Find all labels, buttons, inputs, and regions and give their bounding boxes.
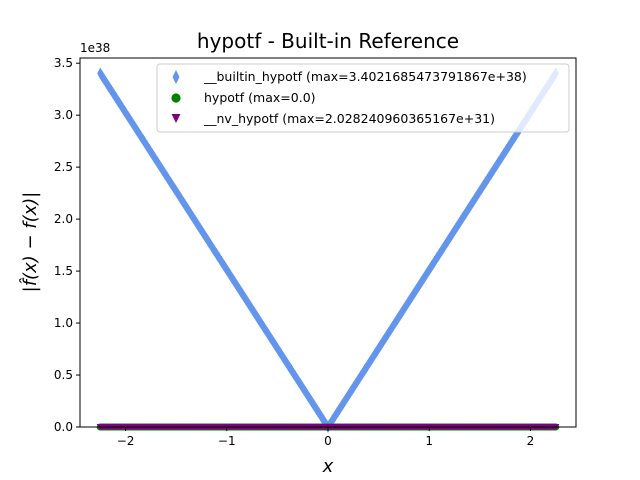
y-tick-label: 3.5 [54,56,73,70]
y-tick-label: 1.5 [54,264,73,278]
legend: __builtin_hypotf (max=3.4021685473791867… [156,63,570,133]
legend-marker-builtin-hypotf [172,70,180,84]
y-tick-label: 1.0 [54,316,73,330]
chart-title: hypotf - Built-in Reference [197,29,459,53]
y-offset-label: 1e38 [80,41,110,55]
y-tick-label: 2.0 [54,212,73,226]
series-0 [97,67,559,433]
y-tick-label: 0.5 [54,368,73,382]
legend-box [156,63,570,133]
legend-label-builtin-hypotf: __builtin_hypotf (max=3.4021685473791867… [203,69,527,84]
y-tick-label: 3.0 [54,108,73,122]
x-axis-label: x [322,456,334,477]
legend-marker-hypotf [171,93,181,103]
y-tick-label: 2.5 [54,160,73,174]
y-axis-ticks: 0.0 0.5 1.0 1.5 2.0 2.5 3.0 3.5 [54,56,80,434]
y-axis-label: |f̂(x) − f(x)| [20,192,41,293]
x-tick-label: 2 [527,434,535,448]
legend-label-nv-hypotf: __nv_hypotf (max=2.028240960365167e+31) [203,111,495,126]
x-tick-label: −2 [117,434,135,448]
x-tick-label: −1 [218,434,236,448]
y-tick-label: 0.0 [54,420,73,434]
x-tick-label: 0 [324,434,332,448]
x-tick-label: 1 [425,434,433,448]
x-axis-ticks: −2 −1 0 1 2 [117,427,535,448]
legend-label-hypotf: hypotf (max=0.0) [204,90,316,105]
legend-marker-nv-hypotf [171,114,181,123]
